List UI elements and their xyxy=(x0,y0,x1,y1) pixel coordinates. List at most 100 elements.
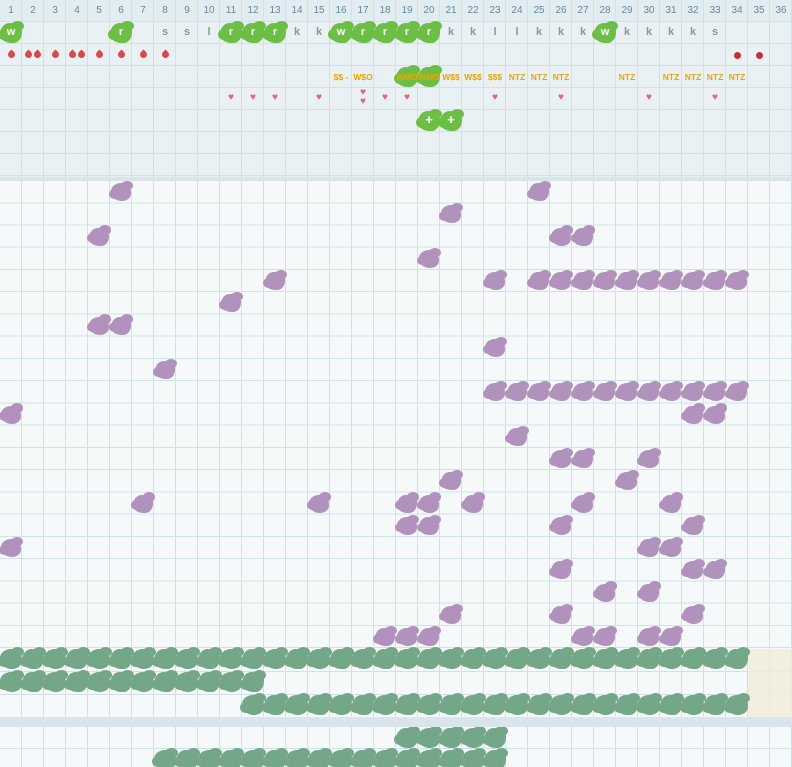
green-band-blob[interactable] xyxy=(262,692,288,716)
plant-marker-blob[interactable] xyxy=(417,247,441,268)
code-cell[interactable]: WMO xyxy=(394,64,420,88)
green-bottom-blob[interactable] xyxy=(372,747,398,767)
droplet-cell[interactable] xyxy=(110,44,132,66)
green-band-blob[interactable] xyxy=(240,646,266,670)
green-band-blob[interactable] xyxy=(592,646,618,670)
plant-marker-blob[interactable] xyxy=(549,603,573,624)
green-band-blob[interactable] xyxy=(152,669,178,693)
green-band-blob[interactable] xyxy=(702,646,728,670)
green-band-blob[interactable] xyxy=(416,692,442,716)
letter-marker-cell[interactable]: k xyxy=(286,22,308,44)
plant-marker-blob[interactable] xyxy=(637,269,661,290)
plant-marker-blob[interactable] xyxy=(637,625,661,646)
code-cell[interactable]: NTZ xyxy=(726,66,748,88)
green-bottom-blob[interactable] xyxy=(306,747,332,767)
plant-marker-blob[interactable] xyxy=(153,358,177,379)
green-band-blob[interactable] xyxy=(504,646,530,670)
green-band-blob[interactable] xyxy=(636,692,662,716)
code-cell[interactable]: W$$ xyxy=(462,66,484,88)
letter-marker-cell[interactable]: l xyxy=(198,22,220,44)
plant-marker-blob[interactable] xyxy=(549,559,573,580)
green-band-blob[interactable] xyxy=(526,692,552,716)
plant-marker-blob[interactable] xyxy=(527,381,551,402)
plant-marker-blob[interactable] xyxy=(483,336,507,357)
green-bottom-blob[interactable] xyxy=(460,747,486,767)
code-cell[interactable]: W$O xyxy=(352,66,374,88)
heart-cell[interactable]: ♥ ♥ xyxy=(352,88,374,110)
droplet-cell[interactable] xyxy=(0,44,22,66)
green-bottom-blob[interactable] xyxy=(438,727,464,748)
letter-marker-cell[interactable]: k xyxy=(550,22,572,44)
green-band-blob[interactable] xyxy=(218,646,244,670)
heart-cell[interactable]: ♥ xyxy=(220,88,242,110)
green-band-blob[interactable] xyxy=(614,646,640,670)
green-band-blob[interactable] xyxy=(328,692,354,716)
letter-marker-cell[interactable]: l xyxy=(506,22,528,44)
letter-marker-cell[interactable]: r xyxy=(240,20,266,44)
green-band-blob[interactable] xyxy=(372,646,398,670)
green-bottom-blob[interactable] xyxy=(262,747,288,767)
plant-marker-blob[interactable] xyxy=(505,381,529,402)
green-band-blob[interactable] xyxy=(284,646,310,670)
green-band-blob[interactable] xyxy=(658,692,684,716)
plant-marker-blob[interactable] xyxy=(615,269,639,290)
plant-marker-blob[interactable] xyxy=(439,203,463,224)
green-bottom-blob[interactable] xyxy=(416,727,442,748)
code-cell[interactable]: NTZ xyxy=(682,66,704,88)
plant-marker-blob[interactable] xyxy=(681,603,705,624)
green-bottom-blob[interactable] xyxy=(284,747,310,767)
green-band-blob[interactable] xyxy=(526,646,552,670)
green-band-blob[interactable] xyxy=(328,646,354,670)
plant-marker-blob[interactable] xyxy=(659,381,683,402)
green-band-blob[interactable] xyxy=(20,669,46,693)
plant-marker-blob[interactable] xyxy=(439,470,463,491)
plus-cell[interactable]: + xyxy=(438,108,464,132)
dot-cell[interactable] xyxy=(748,44,770,66)
plus-cell[interactable]: + xyxy=(416,108,442,132)
code-cell[interactable]: WMO xyxy=(416,64,442,88)
green-band-blob[interactable] xyxy=(306,692,332,716)
green-band-blob[interactable] xyxy=(0,646,24,670)
letter-marker-cell[interactable]: w xyxy=(0,20,24,44)
green-band-blob[interactable] xyxy=(86,669,112,693)
letter-marker-cell[interactable]: k xyxy=(462,22,484,44)
plant-marker-blob[interactable] xyxy=(219,292,243,313)
plant-marker-blob[interactable] xyxy=(703,381,727,402)
plant-marker-blob[interactable] xyxy=(439,603,463,624)
plant-marker-blob[interactable] xyxy=(681,269,705,290)
green-band-blob[interactable] xyxy=(592,692,618,716)
code-cell[interactable]: W$$ xyxy=(440,66,462,88)
green-band-blob[interactable] xyxy=(724,692,750,716)
plant-marker-blob[interactable] xyxy=(659,269,683,290)
letter-marker-cell[interactable]: k xyxy=(660,22,682,44)
green-bottom-blob[interactable] xyxy=(196,747,222,767)
heart-cell[interactable]: ♥ xyxy=(396,88,418,110)
letter-marker-cell[interactable]: l xyxy=(484,22,506,44)
green-band-blob[interactable] xyxy=(438,692,464,716)
plant-marker-blob[interactable] xyxy=(373,625,397,646)
droplet-cell[interactable] xyxy=(66,44,88,66)
plant-marker-blob[interactable] xyxy=(571,492,595,513)
plant-marker-blob[interactable] xyxy=(549,269,573,290)
plant-marker-blob[interactable] xyxy=(263,269,287,290)
plant-marker-blob[interactable] xyxy=(109,181,133,201)
letter-marker-cell[interactable]: r xyxy=(372,20,398,44)
plant-marker-blob[interactable] xyxy=(395,625,419,646)
green-band-blob[interactable] xyxy=(20,646,46,670)
plant-marker-blob[interactable] xyxy=(571,381,595,402)
code-cell[interactable]: NTZ xyxy=(506,66,528,88)
green-band-blob[interactable] xyxy=(680,646,706,670)
plant-marker-blob[interactable] xyxy=(527,269,551,290)
green-bottom-blob[interactable] xyxy=(174,747,200,767)
plant-marker-blob[interactable] xyxy=(703,559,727,580)
heart-cell[interactable]: ♥ xyxy=(264,88,286,110)
plant-marker-blob[interactable] xyxy=(0,403,23,424)
plant-marker-blob[interactable] xyxy=(615,470,639,491)
green-band-blob[interactable] xyxy=(108,669,134,693)
plant-marker-blob[interactable] xyxy=(549,514,573,535)
green-bottom-blob[interactable] xyxy=(394,747,420,767)
green-band-blob[interactable] xyxy=(240,669,266,693)
plant-marker-blob[interactable] xyxy=(681,403,705,424)
heart-cell[interactable]: ♥ xyxy=(484,88,506,110)
dot-cell[interactable] xyxy=(726,44,748,66)
